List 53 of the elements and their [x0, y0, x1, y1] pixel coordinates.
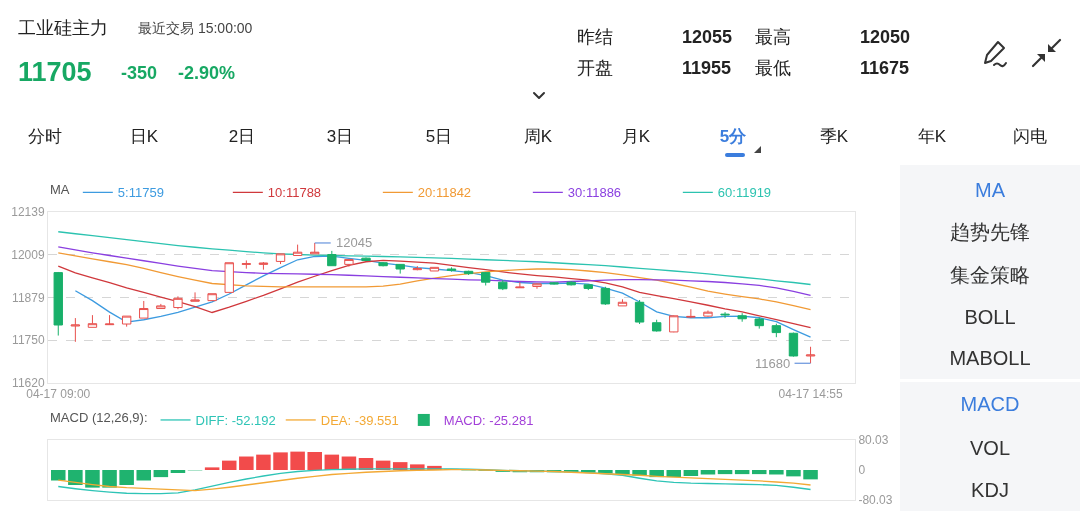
legend-label: 20:11842 [417, 185, 472, 201]
text: 开盘 [577, 57, 613, 80]
text: MACD [960, 392, 1020, 416]
legend-label: 5:11759 [117, 185, 164, 201]
annotation: 12045 [336, 235, 373, 250]
text: MA [975, 178, 1005, 202]
text: 5分 [719, 126, 747, 147]
text: 日K [129, 126, 159, 147]
text: 趋势先锋 [950, 220, 1030, 244]
legend-label: DEA: -39.551 [320, 413, 399, 429]
text: 11705 [18, 55, 92, 88]
text: 12055 [682, 26, 733, 49]
legend-title: MACD (12,26,9): [50, 409, 148, 425]
text: MABOLL [949, 346, 1031, 370]
y-tick-label: 12139 [11, 205, 45, 220]
text: 分时 [28, 126, 62, 147]
text: 月K [621, 126, 651, 147]
text: 2日 [228, 126, 256, 147]
legend-label: 30:11886 [567, 185, 622, 201]
text: 11675 [860, 57, 910, 80]
x-tick-label: 04-17 09:00 [26, 387, 91, 402]
text: 最高 [755, 26, 791, 49]
text: 12050 [860, 26, 911, 49]
y-tick-label: 12009 [11, 247, 45, 262]
text: 季K [819, 126, 849, 147]
text: 5日 [425, 126, 453, 147]
text: KDJ [971, 478, 1009, 502]
y-tick-label: -80.03 [858, 493, 893, 508]
legend-label: MACD: -25.281 [443, 413, 534, 429]
text: 集金策略 [950, 263, 1030, 287]
y-tick-label: 11879 [12, 290, 45, 305]
text: 最低 [755, 57, 791, 80]
y-tick-label: 80.03 [858, 433, 889, 448]
y-tick-label: 0 [858, 463, 866, 478]
legend-title: MA [50, 182, 70, 198]
legend-label: 60:11919 [717, 185, 772, 201]
text: 周K [523, 126, 553, 147]
text: VOL [969, 436, 1011, 460]
text: 年K [917, 126, 947, 147]
text: 3日 [326, 126, 354, 147]
text: -2.90% [178, 62, 236, 85]
legend-label: DIFF: -52.192 [195, 413, 276, 429]
text: 最近交易 15:00:00 [138, 19, 253, 37]
y-tick-label: 11750 [12, 333, 45, 348]
text: 工业硅主力 [18, 17, 108, 40]
text: 昨结 [577, 26, 613, 49]
text: -350 [121, 62, 158, 85]
text: 11955 [682, 57, 732, 80]
text: BOLL [964, 305, 1016, 329]
annotation: 11680 [755, 356, 791, 371]
legend-label: 10:11788 [267, 185, 322, 201]
text: 闪电 [1013, 126, 1047, 147]
x-tick-label: 04-17 14:55 [778, 387, 843, 402]
